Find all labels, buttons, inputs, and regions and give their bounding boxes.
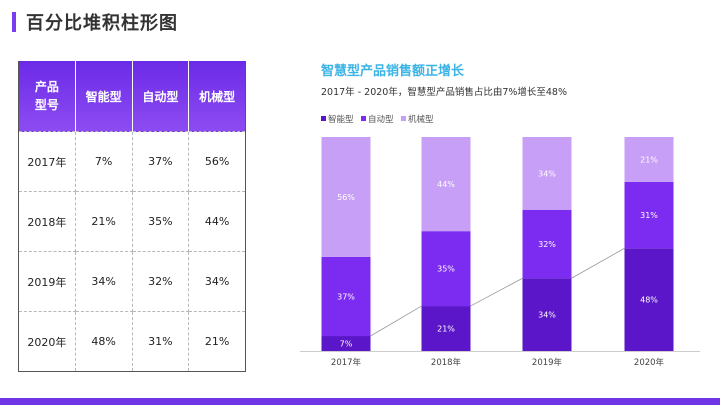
title-accent-bar xyxy=(12,12,16,32)
legend-swatch-2 xyxy=(361,116,366,121)
cell-value: 21% xyxy=(74,191,133,252)
connector-line xyxy=(571,247,625,279)
data-label: 37% xyxy=(337,292,355,301)
bar-segment xyxy=(321,137,371,257)
bar-segment xyxy=(624,181,674,249)
bar-segment xyxy=(421,137,471,232)
header-col-smart: 智能型 xyxy=(74,61,133,132)
data-label: 35% xyxy=(437,265,455,274)
x-tick-label: 2018年 xyxy=(431,357,462,368)
connector-line xyxy=(470,277,523,307)
legend-label-3: 机械型 xyxy=(408,114,434,125)
x-tick-label: 2017年 xyxy=(331,357,362,368)
bar-segment xyxy=(321,336,371,351)
data-label: 31% xyxy=(640,211,658,220)
data-label: 32% xyxy=(538,240,556,249)
cell-value: 35% xyxy=(131,191,190,252)
cell-value: 31% xyxy=(131,311,190,372)
data-label: 56% xyxy=(337,193,355,202)
bar-segment xyxy=(624,137,674,182)
cell-value: 34% xyxy=(188,251,246,312)
data-label: 21% xyxy=(437,325,455,334)
header-product-label: 产品 xyxy=(34,80,59,94)
data-label: 48% xyxy=(640,296,658,305)
cell-value: 56% xyxy=(188,131,246,192)
legend-swatch-3 xyxy=(401,116,406,121)
table-header-row: 产品 型号 智能型 自动型 机械型 xyxy=(18,61,246,132)
data-label: 34% xyxy=(538,169,556,178)
legend-swatch-1 xyxy=(321,116,326,121)
table-row: 2018年 21% 35% 44% xyxy=(18,191,246,252)
data-table: 产品 型号 智能型 自动型 机械型 2017年 7% 37% 56% 2018年… xyxy=(18,61,246,372)
row-year: 2019年 xyxy=(18,251,76,312)
chart-title: 智慧型产品销售额正增长 xyxy=(321,64,465,79)
connector-line xyxy=(370,305,422,337)
legend-label-1: 智能型 xyxy=(328,114,354,125)
row-year: 2018年 xyxy=(18,191,76,252)
bar-segment xyxy=(522,137,572,210)
legend-label-2: 自动型 xyxy=(368,114,394,125)
data-label: 21% xyxy=(640,155,658,164)
bar-segment xyxy=(624,248,674,351)
cell-value: 48% xyxy=(74,311,133,372)
x-tick-label: 2019年 xyxy=(532,357,563,368)
data-label: 44% xyxy=(437,180,455,189)
x-tick-label: 2020年 xyxy=(634,357,665,368)
bar-segment xyxy=(522,278,572,351)
bar-segment xyxy=(421,306,471,351)
bar-segment xyxy=(421,231,471,307)
header-col-auto: 自动型 xyxy=(131,61,190,132)
bottom-accent-bar xyxy=(0,398,720,405)
page-title: 百分比堆积柱形图 xyxy=(26,13,178,34)
table-row: 2020年 48% 31% 21% xyxy=(18,311,246,372)
data-label: 34% xyxy=(538,311,556,320)
table-row: 2019年 34% 32% 34% xyxy=(18,251,246,312)
bar-segment xyxy=(321,256,371,337)
header-col-mechanical: 机械型 xyxy=(188,61,246,132)
bar-segment xyxy=(522,209,572,279)
cell-value: 21% xyxy=(188,311,246,372)
cell-value: 7% xyxy=(74,131,133,192)
header-model-label: 型号 xyxy=(34,98,59,112)
cell-value: 32% xyxy=(131,251,190,312)
chart-subtitle: 2017年 - 2020年，智慧型产品销售占比由7%增长至48% xyxy=(321,87,568,98)
cell-value: 44% xyxy=(188,191,246,252)
data-label: 7% xyxy=(340,340,353,349)
